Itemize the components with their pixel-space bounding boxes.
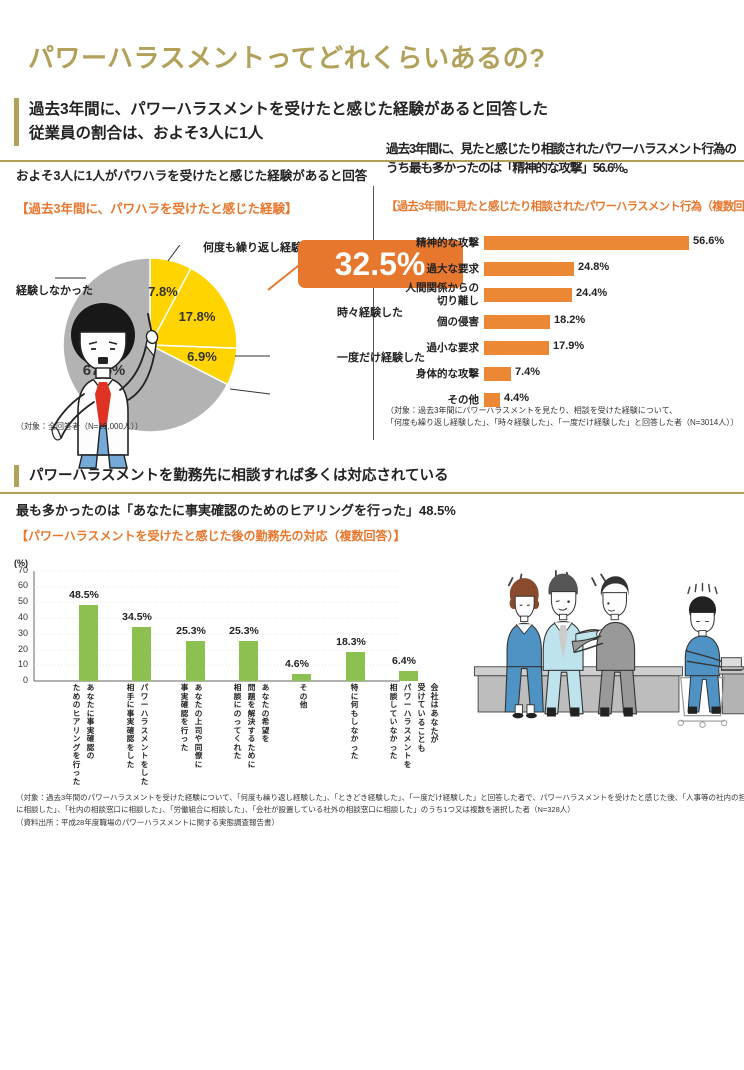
svg-text:7.8%: 7.8%: [148, 284, 178, 299]
